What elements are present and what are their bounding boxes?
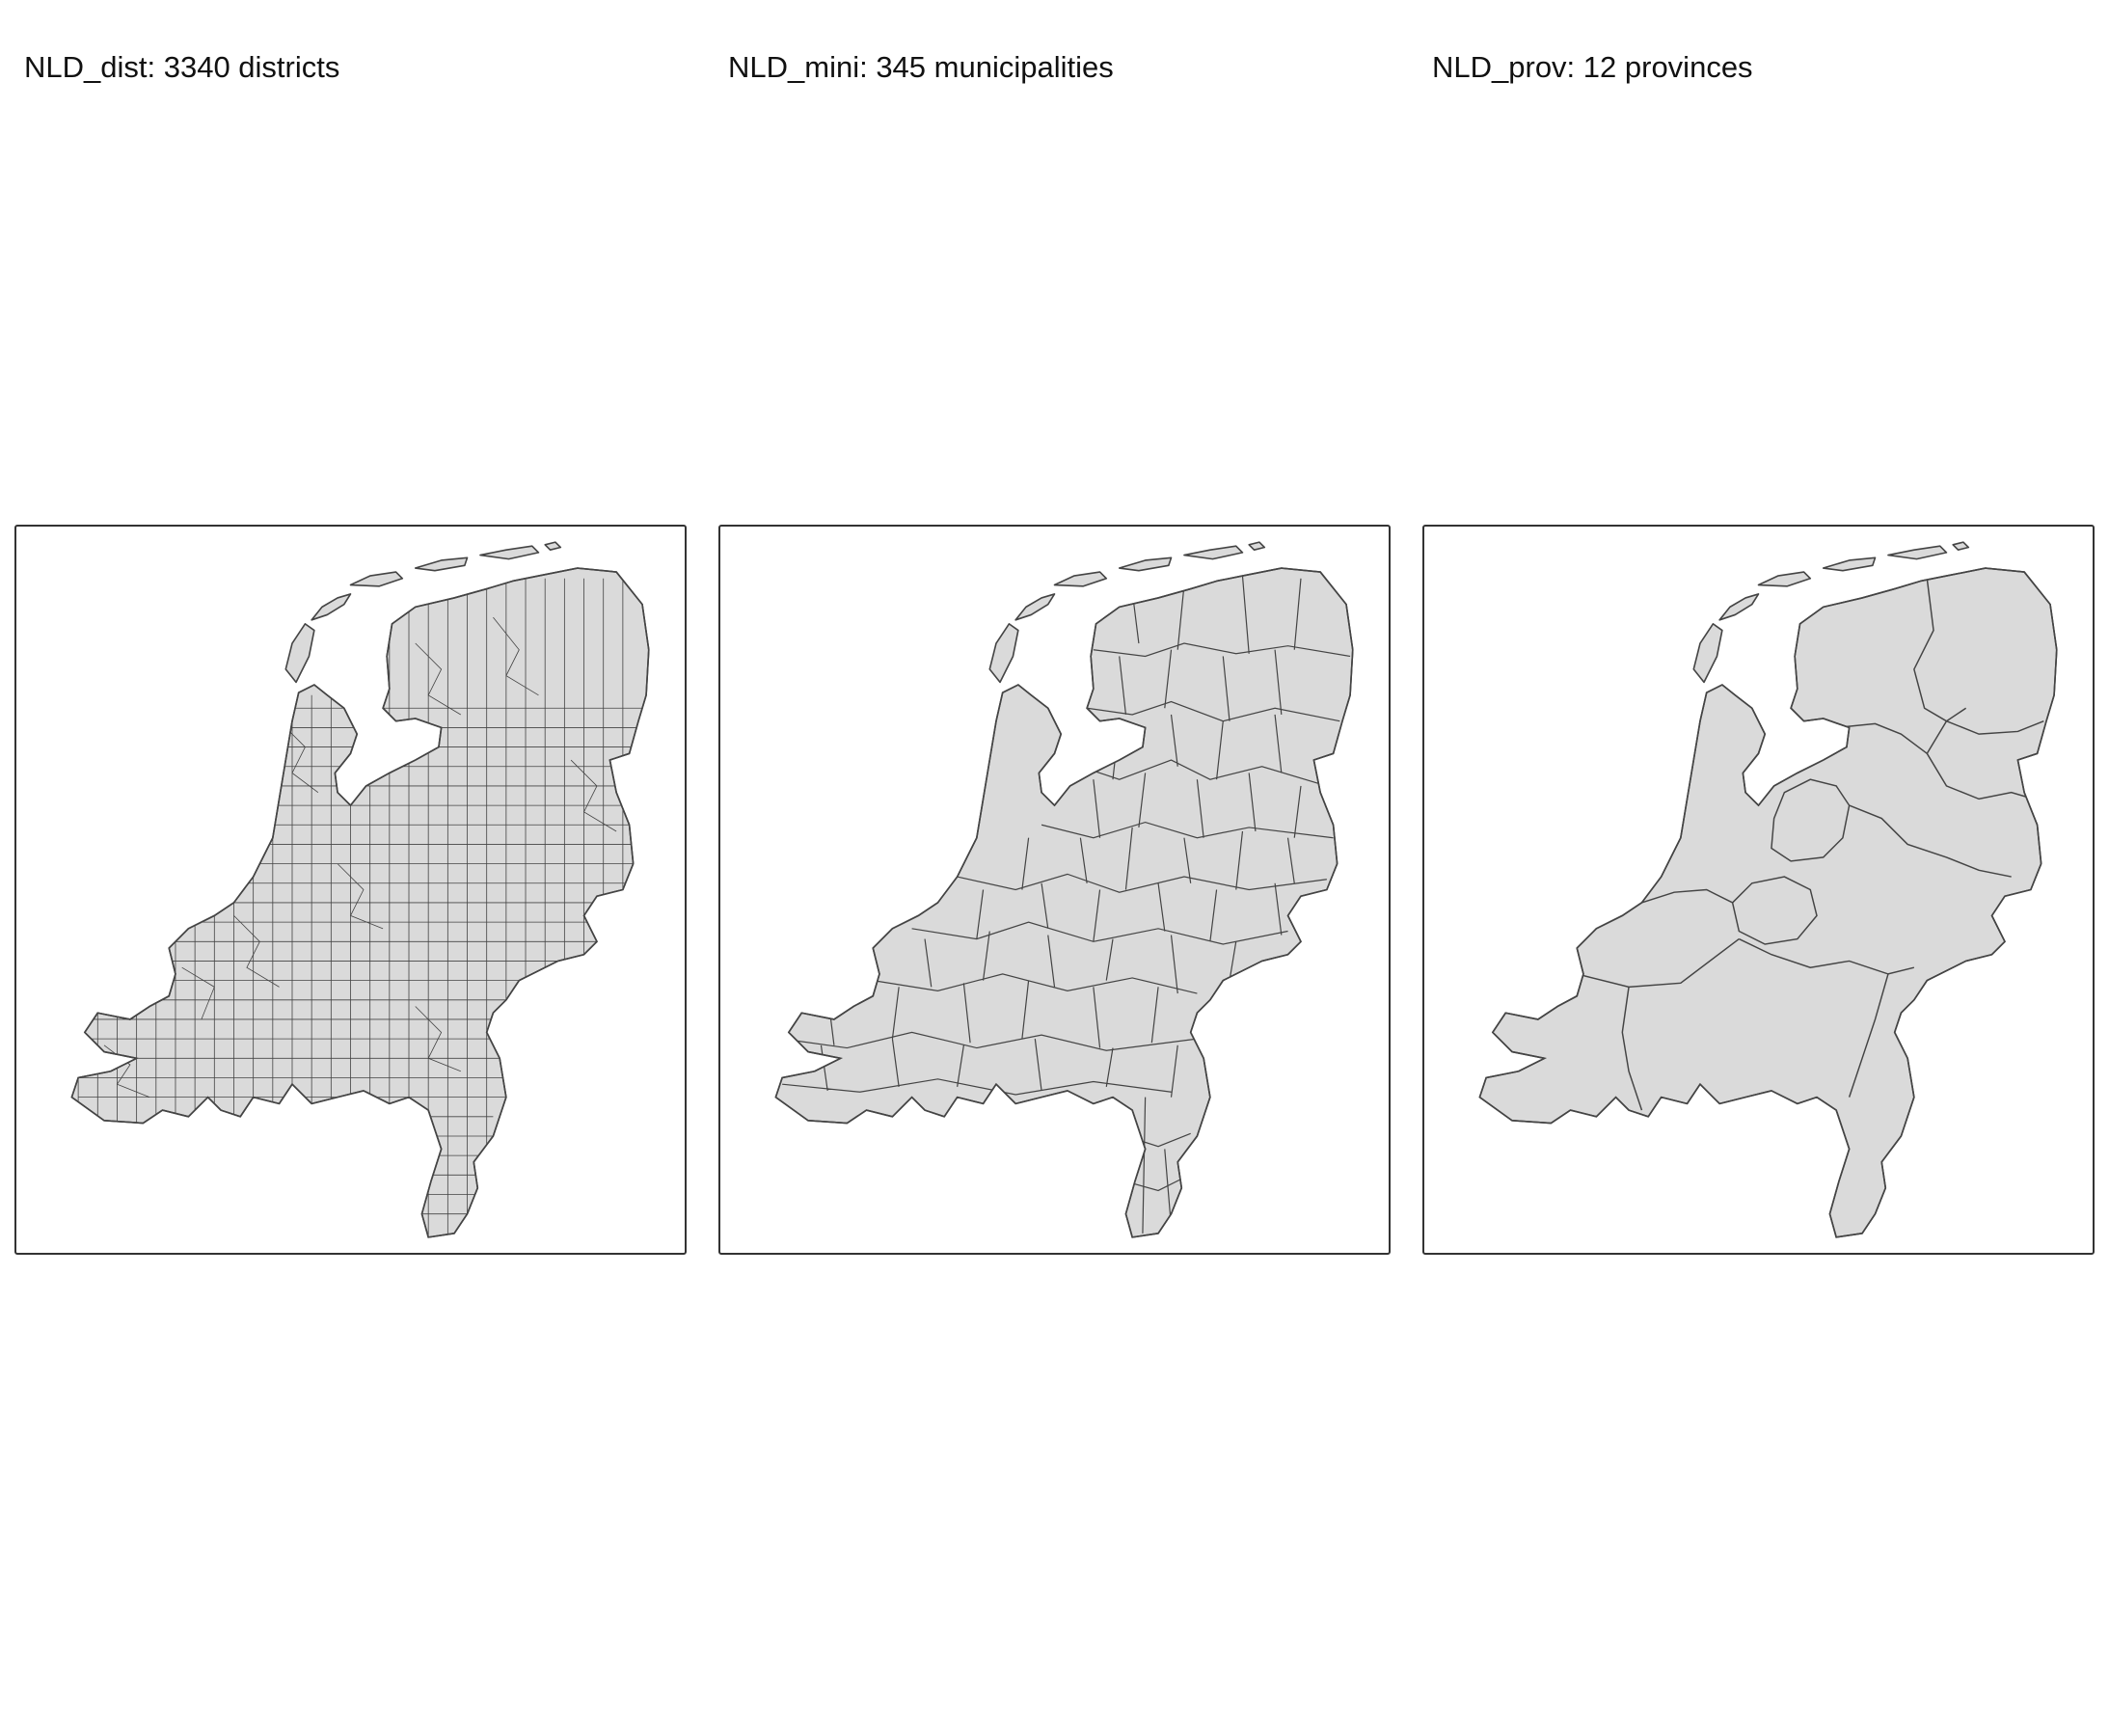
panel-title-districts: NLD_dist: 3340 districts bbox=[24, 50, 340, 84]
panel-title-municipalities: NLD_mini: 345 municipalities bbox=[728, 50, 1114, 84]
map-municipalities bbox=[718, 525, 1391, 1255]
municipalities-map-svg bbox=[774, 541, 1354, 1238]
netherlands-landmass bbox=[70, 541, 650, 1238]
map-provinces bbox=[1422, 525, 2095, 1255]
panel-title-provinces: NLD_prov: 12 provinces bbox=[1432, 50, 1753, 84]
map-districts bbox=[14, 525, 687, 1255]
districts-map-svg bbox=[70, 541, 650, 1238]
netherlands-landmass bbox=[774, 541, 1354, 1238]
netherlands-landmass bbox=[1478, 541, 2058, 1238]
provinces-map-svg bbox=[1478, 541, 2058, 1238]
district-boundaries bbox=[77, 578, 649, 1237]
